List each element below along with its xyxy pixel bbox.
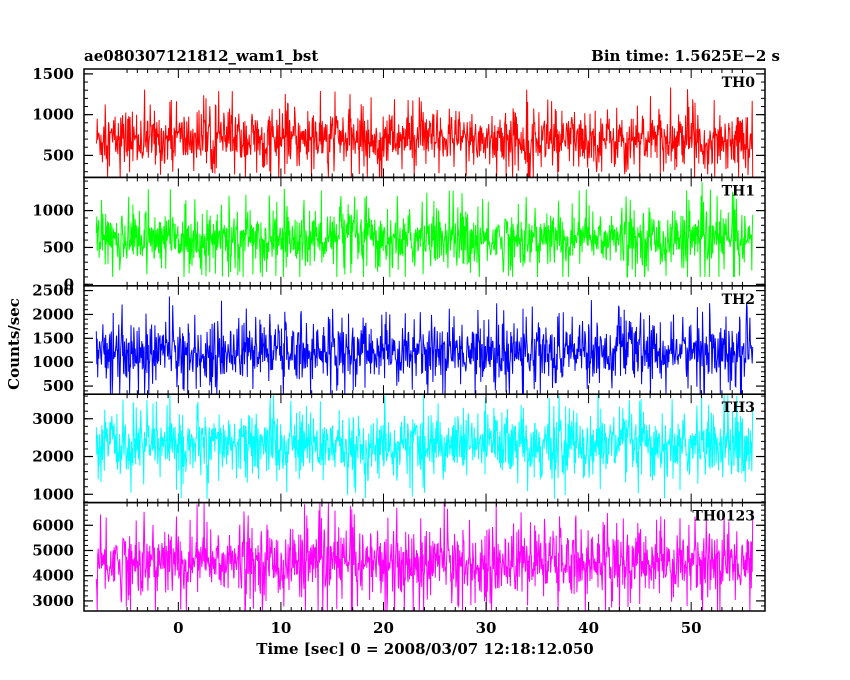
chart-title: ae080307121812_wam1_bst xyxy=(84,47,318,65)
panel-th1: 0 500 1000 TH1 xyxy=(32,176,766,293)
series-th2 xyxy=(95,296,754,395)
y-axis-title: Counts/sec xyxy=(5,298,23,390)
series-th0 xyxy=(95,87,754,178)
series-th3 xyxy=(95,394,754,500)
y-tick-label: 1000 xyxy=(32,353,74,371)
x-tick-label: 20 xyxy=(373,619,394,637)
x-tick-label: 50 xyxy=(681,619,702,637)
panel-th3: 1000 2000 3000 TH3 xyxy=(32,393,766,504)
y-tick-label: 2000 xyxy=(32,305,74,323)
panel-label: TH3 xyxy=(722,400,755,416)
y-tick-label: 2000 xyxy=(32,448,74,466)
x-axis-title: Time [sec] 0 = 2008/03/07 12:18:12.050 xyxy=(256,640,593,658)
y-tick-label: 1500 xyxy=(32,329,74,347)
y-tick-label: 0 xyxy=(64,275,74,293)
y-tick-label: 500 xyxy=(43,238,74,256)
y-tick-label: 1000 xyxy=(32,485,74,503)
y-tick-label: 5000 xyxy=(32,541,74,559)
panel-label: TH0 xyxy=(722,75,756,91)
y-tick-label: 3000 xyxy=(32,592,74,610)
y-tick-label: 1000 xyxy=(32,202,74,220)
panel-label: TH0123 xyxy=(692,509,755,525)
y-tick-label: 4000 xyxy=(32,567,74,585)
panels: 500 1000 1500 TH0 0 500 1000 TH1 500 1000 1500 2000… xyxy=(32,65,766,612)
y-tick-label: 1500 xyxy=(32,65,74,83)
x-axis: 0 10 20 30 40 50 xyxy=(173,619,701,637)
panel-th0: 500 1000 1500 TH0 xyxy=(32,65,766,179)
series-th0123 xyxy=(95,502,754,612)
y-tick-label: 3000 xyxy=(32,410,74,428)
y-tick-label: 500 xyxy=(43,377,74,395)
y-tick-label: 1000 xyxy=(32,106,74,124)
series-th1 xyxy=(95,182,754,278)
y-tick-label: 2500 xyxy=(32,282,74,300)
panel-th0123: 3000 4000 5000 6000 TH0123 xyxy=(32,501,766,612)
y-tick-label: 500 xyxy=(43,146,74,164)
x-tick-label: 0 xyxy=(173,619,183,637)
panel-label: TH2 xyxy=(722,292,755,308)
panel-frame xyxy=(83,285,766,395)
x-tick-label: 40 xyxy=(578,619,599,637)
bin-time-label: Bin time: 1.5625E−2 s xyxy=(591,47,780,65)
panel-th2: 500 1000 1500 2000 2500 TH2 xyxy=(32,282,766,395)
panel-label: TH1 xyxy=(722,183,755,199)
x-tick-label: 30 xyxy=(476,619,497,637)
x-tick-label: 10 xyxy=(270,619,291,637)
y-tick-label: 6000 xyxy=(32,516,74,534)
